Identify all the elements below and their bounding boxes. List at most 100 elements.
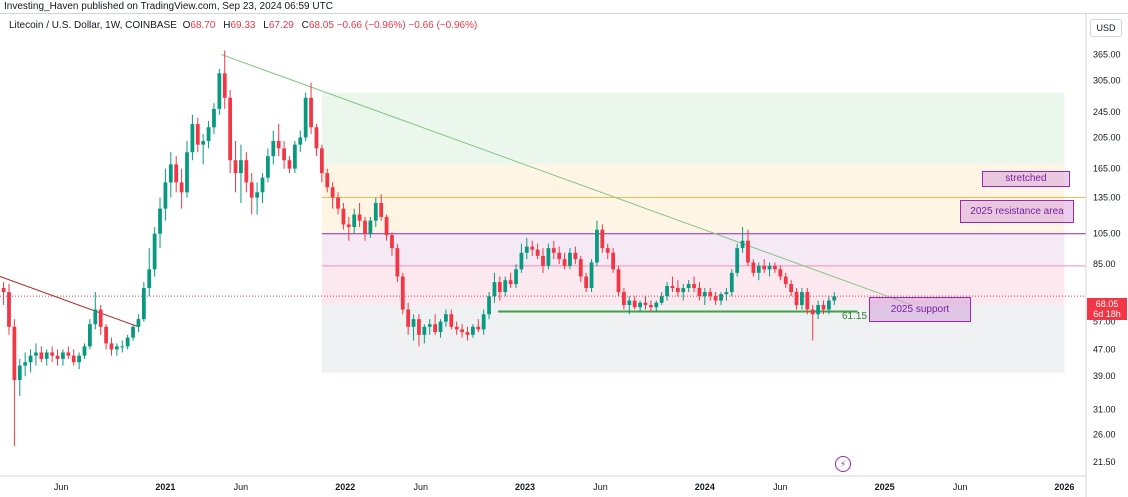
candle-36: [195, 117, 200, 153]
candle-133: [719, 292, 723, 305]
candle-body: [470, 326, 475, 335]
candle-body: [336, 197, 340, 209]
candle-135: [729, 269, 734, 297]
candle-113: [611, 248, 616, 273]
candle-91: [492, 272, 497, 303]
candle-body: [659, 296, 664, 303]
y-tick-label: 57.00: [1093, 317, 1116, 327]
candle-119: [643, 296, 648, 310]
x-tick-label: Jun: [773, 482, 788, 492]
candle-body: [373, 202, 378, 221]
candle-body: [55, 355, 60, 359]
candle-body: [767, 265, 772, 270]
change-value: −0.66 (−0.96%): [336, 20, 406, 31]
candle-117: [632, 296, 637, 310]
candle-body: [201, 140, 206, 145]
candle-25: [136, 314, 141, 333]
candle-body: [719, 294, 723, 301]
candle-10: [55, 349, 60, 366]
candle-body: [444, 314, 448, 322]
candle-44: [239, 144, 243, 203]
candle-31: [168, 152, 173, 198]
candle-body: [665, 286, 669, 297]
candle-120: [648, 300, 653, 312]
candle-28: [152, 227, 157, 277]
candle-85: [460, 324, 464, 338]
close-label: C: [301, 20, 309, 31]
candle-body: [816, 304, 820, 315]
candle-body: [71, 355, 76, 363]
candle-48: [260, 173, 265, 203]
candle-body: [363, 220, 367, 234]
candle-body: [627, 300, 632, 305]
candle-body: [729, 272, 734, 293]
price-axis-bg: [1086, 14, 1128, 497]
candle-145: [783, 272, 788, 289]
candle-body: [244, 160, 249, 183]
candle-114: [616, 265, 621, 297]
candle-57: [309, 82, 313, 134]
candle-body: [573, 252, 578, 260]
candle-69: [373, 197, 378, 228]
support-label[interactable]: 2025 support: [869, 297, 971, 322]
trendline-long-term-downtrend: [220, 53, 912, 306]
candle-body: [595, 229, 599, 263]
candle-body: [292, 144, 297, 169]
candle-body: [98, 309, 103, 327]
stretched-label[interactable]: stretched: [982, 171, 1070, 187]
symbol-name[interactable]: Litecoin / U.S. Dollar, 1W, COINBASE: [9, 20, 177, 31]
close-value: 68.05: [308, 20, 334, 31]
x-tick-label: Jun: [54, 482, 69, 492]
candle-90: [487, 292, 491, 320]
lightning-bolt-icon[interactable]: ⚡: [835, 456, 851, 472]
candle-63: [341, 202, 346, 230]
candle-104: [562, 252, 567, 270]
candle-body: [222, 73, 227, 98]
candle-123: [665, 282, 669, 301]
candle-body: [44, 352, 49, 359]
candle-149: [805, 288, 810, 315]
y-tick-label: 245.00: [1093, 107, 1121, 117]
candle-body: [17, 365, 22, 380]
candle-136: [735, 243, 740, 277]
candle-body: [449, 314, 454, 327]
candle-body: [61, 352, 65, 359]
candle-body: [524, 246, 529, 253]
candle-27: [147, 248, 152, 297]
candle-body: [141, 288, 146, 320]
candle-body: [692, 284, 696, 289]
candle-51: [276, 124, 281, 157]
candle-127: [686, 280, 691, 293]
candle-body: [249, 182, 254, 198]
candle-body: [120, 346, 125, 348]
low-value: 67.29: [268, 20, 294, 31]
candle-body: [756, 265, 761, 273]
candle-body: [508, 280, 513, 285]
candle-7: [39, 346, 44, 363]
high-value: 69.33: [230, 20, 256, 31]
candle-30: [163, 168, 168, 221]
candle-29: [158, 197, 162, 249]
candle-74: [400, 272, 405, 315]
candle-53: [287, 156, 292, 174]
y-tick-label: 39.00: [1093, 371, 1116, 381]
currency-button[interactable]: USD: [1090, 19, 1122, 37]
resistance-area-label[interactable]: 2025 resistance area: [960, 200, 1074, 223]
candle-body: [163, 182, 168, 209]
candle-body: [832, 296, 837, 301]
candle-50: [271, 130, 276, 165]
candle-109: [589, 259, 594, 293]
candle-143: [773, 262, 777, 273]
candle-body: [368, 220, 373, 234]
candle-14: [77, 352, 82, 370]
bar-countdown: 6d 18h: [1093, 309, 1121, 319]
candle-97: [524, 237, 529, 260]
candle-body: [390, 235, 394, 249]
candle-2: [12, 319, 17, 447]
candle-body: [465, 332, 470, 335]
candle-129: [697, 282, 702, 301]
candle-body: [104, 326, 108, 344]
candle-body: [7, 292, 11, 327]
candle-137: [740, 227, 745, 253]
